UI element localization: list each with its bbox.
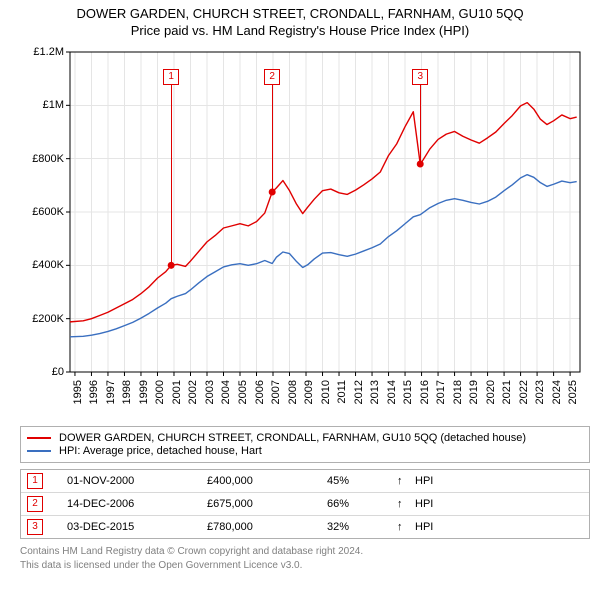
cell-date: 01-NOV-2000 bbox=[67, 475, 207, 487]
table-row: 2 14-DEC-2006£675,00066%↑HPI bbox=[21, 493, 589, 516]
x-axis-tick-label: 1998 bbox=[121, 380, 133, 404]
legend-label: DOWER GARDEN, CHURCH STREET, CRONDALL, F… bbox=[59, 432, 526, 444]
y-axis-tick-label: £800K bbox=[20, 153, 64, 165]
x-axis-tick-label: 2007 bbox=[270, 380, 282, 404]
sale-marker-box: 3 bbox=[412, 69, 428, 85]
up-arrow-icon: ↑ bbox=[397, 521, 415, 533]
y-axis-tick-label: £200K bbox=[20, 313, 64, 325]
y-axis-tick-label: £600K bbox=[20, 206, 64, 218]
x-axis-tick-label: 2013 bbox=[369, 380, 381, 404]
legend: DOWER GARDEN, CHURCH STREET, CRONDALL, F… bbox=[20, 426, 590, 463]
footer-line: Contains HM Land Registry data © Crown c… bbox=[20, 545, 590, 559]
x-axis-tick-label: 2004 bbox=[220, 380, 232, 404]
line-chart-svg bbox=[20, 42, 590, 422]
x-axis-tick-label: 2014 bbox=[386, 380, 398, 404]
x-axis-tick-label: 2008 bbox=[287, 380, 299, 404]
y-axis-tick-label: £1M bbox=[20, 99, 64, 111]
x-axis-tick-label: 2019 bbox=[468, 380, 480, 404]
y-axis-tick-label: £0 bbox=[20, 366, 64, 378]
x-axis-tick-label: 2010 bbox=[320, 380, 332, 404]
x-axis-tick-label: 1999 bbox=[138, 380, 150, 404]
table-row: 1 01-NOV-2000£400,00045%↑HPI bbox=[21, 470, 589, 493]
cell-hpi-tag: HPI bbox=[415, 521, 583, 533]
cell-hpi-tag: HPI bbox=[415, 498, 583, 510]
x-axis-tick-label: 2005 bbox=[237, 380, 249, 404]
legend-swatch bbox=[27, 450, 51, 452]
cell-date: 03-DEC-2015 bbox=[67, 521, 207, 533]
x-axis-tick-label: 1996 bbox=[88, 380, 100, 404]
x-axis-tick-label: 2001 bbox=[171, 380, 183, 404]
sales-table: 101-NOV-2000£400,00045%↑HPI214-DEC-2006£… bbox=[20, 469, 590, 539]
up-arrow-icon: ↑ bbox=[397, 475, 415, 487]
x-axis-tick-label: 2017 bbox=[435, 380, 447, 404]
x-axis-tick-label: 2025 bbox=[567, 380, 579, 404]
sale-marker-line bbox=[272, 85, 273, 192]
x-axis-tick-label: 2011 bbox=[336, 380, 348, 404]
cell-hpi-tag: HPI bbox=[415, 475, 583, 487]
cell-pct: 45% bbox=[327, 475, 397, 487]
row-marker: 3 bbox=[27, 519, 43, 535]
x-axis-tick-label: 2012 bbox=[353, 380, 365, 404]
title-line-2: Price paid vs. HM Land Registry's House … bbox=[0, 23, 600, 38]
x-axis-tick-label: 2016 bbox=[419, 380, 431, 404]
x-axis-tick-label: 2000 bbox=[154, 380, 166, 404]
cell-pct: 32% bbox=[327, 521, 397, 533]
x-axis-tick-label: 1995 bbox=[72, 380, 84, 404]
title-line-1: DOWER GARDEN, CHURCH STREET, CRONDALL, F… bbox=[0, 6, 600, 21]
sale-marker-line bbox=[171, 85, 172, 265]
x-axis-tick-label: 2020 bbox=[485, 380, 497, 404]
cell-date: 14-DEC-2006 bbox=[67, 498, 207, 510]
chart-area: £0 £200K £400K £600K £800K £1M £1.2M 1995 1996 19… bbox=[20, 42, 590, 422]
x-axis-tick-label: 2015 bbox=[402, 380, 414, 404]
cell-pct: 66% bbox=[327, 498, 397, 510]
x-axis-tick-label: 2023 bbox=[534, 380, 546, 404]
x-axis-tick-label: 2002 bbox=[187, 380, 199, 404]
cell-price: £780,000 bbox=[207, 521, 327, 533]
x-axis-tick-label: 2006 bbox=[254, 380, 266, 404]
x-axis-tick-label: 2018 bbox=[452, 380, 464, 404]
up-arrow-icon: ↑ bbox=[397, 498, 415, 510]
row-marker: 2 bbox=[27, 496, 43, 512]
x-axis-tick-label: 2021 bbox=[501, 380, 513, 404]
cell-price: £675,000 bbox=[207, 498, 327, 510]
x-axis-tick-label: 2003 bbox=[204, 380, 216, 404]
sale-marker-line bbox=[420, 85, 421, 164]
y-axis-tick-label: £1.2M bbox=[20, 46, 64, 58]
x-axis-tick-label: 2022 bbox=[518, 380, 530, 404]
attribution-footer: Contains HM Land Registry data © Crown c… bbox=[20, 545, 590, 572]
x-axis-tick-label: 1997 bbox=[105, 380, 117, 404]
sale-marker-box: 2 bbox=[264, 69, 280, 85]
sale-marker-box: 1 bbox=[163, 69, 179, 85]
legend-swatch bbox=[27, 437, 51, 439]
legend-label: HPI: Average price, detached house, Hart bbox=[59, 445, 262, 457]
table-row: 3 03-DEC-2015£780,00032%↑HPI bbox=[21, 516, 589, 538]
chart-title-block: DOWER GARDEN, CHURCH STREET, CRONDALL, F… bbox=[0, 0, 600, 38]
x-axis-tick-label: 2024 bbox=[551, 380, 563, 404]
y-axis-tick-label: £400K bbox=[20, 259, 64, 271]
legend-item: HPI: Average price, detached house, Hart bbox=[27, 445, 583, 457]
cell-price: £400,000 bbox=[207, 475, 327, 487]
footer-line: This data is licensed under the Open Gov… bbox=[20, 559, 590, 573]
row-marker: 1 bbox=[27, 473, 43, 489]
legend-item: DOWER GARDEN, CHURCH STREET, CRONDALL, F… bbox=[27, 432, 583, 444]
x-axis-tick-label: 2009 bbox=[303, 380, 315, 404]
